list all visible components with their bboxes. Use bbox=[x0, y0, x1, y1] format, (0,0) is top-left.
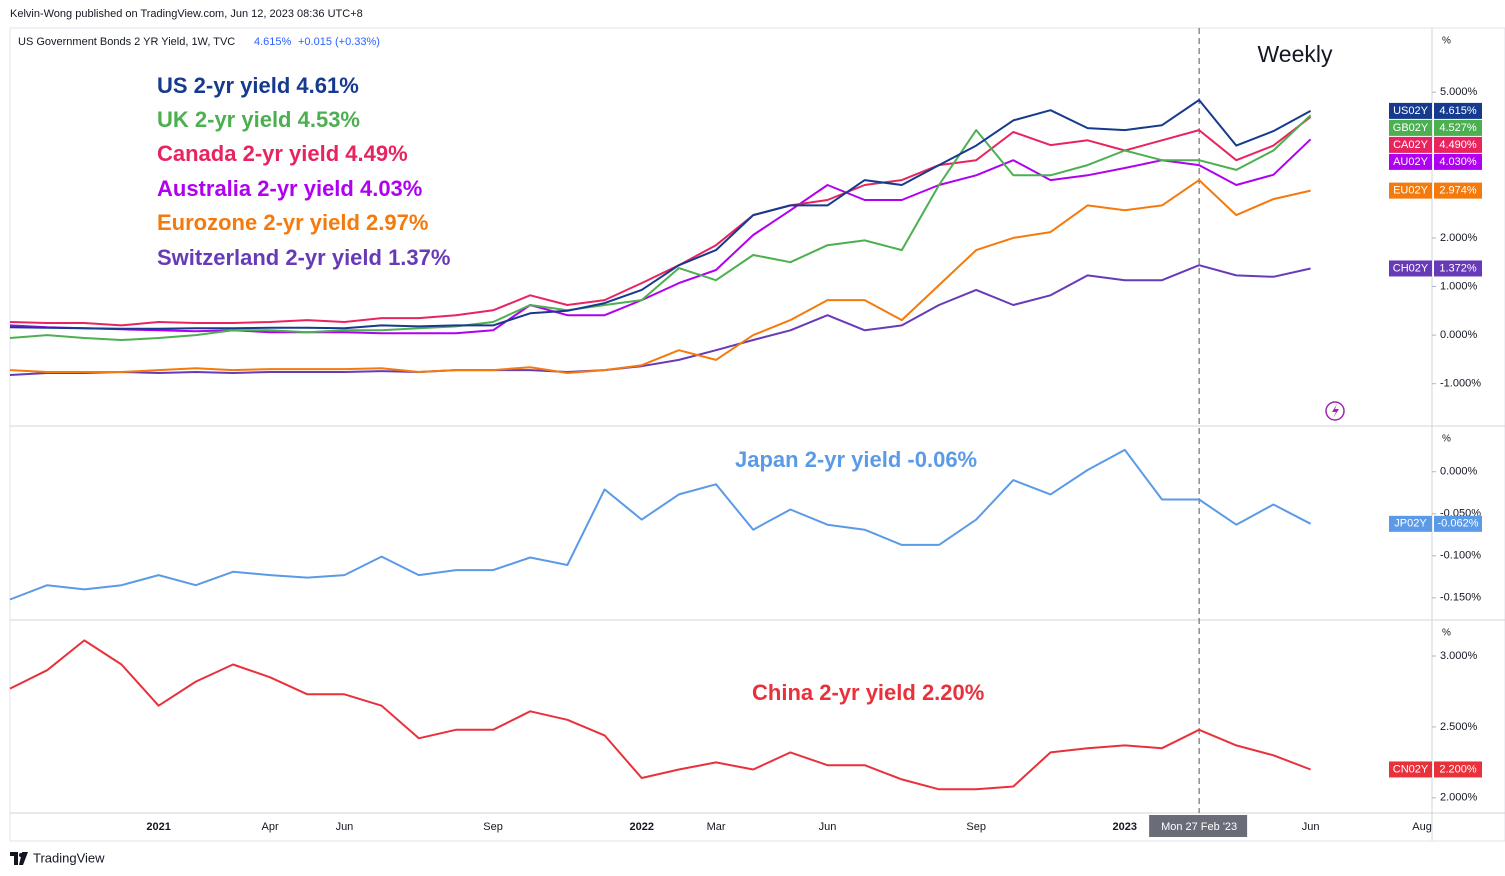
series-annotation: Japan 2-yr yield -0.06% bbox=[735, 447, 977, 472]
series-annotation: UK 2-yr yield 4.53% bbox=[157, 107, 360, 132]
tag-symbol: CA02Y bbox=[1393, 139, 1429, 151]
y-tick-label: -0.100% bbox=[1440, 550, 1481, 562]
tag-value: -0.062% bbox=[1438, 518, 1479, 530]
crosshair-label-box bbox=[1149, 815, 1248, 837]
alert-icon[interactable] bbox=[1325, 401, 1345, 421]
tag-symbol: CN02Y bbox=[1393, 763, 1429, 775]
y-tick-label: 0.000% bbox=[1440, 466, 1478, 478]
tag-symbol: EU02Y bbox=[1393, 185, 1429, 197]
unit-label: % bbox=[1442, 434, 1451, 445]
x-tick-label: Jun bbox=[819, 821, 837, 833]
tag-value-box bbox=[1434, 153, 1482, 170]
tag-value-box bbox=[1434, 119, 1482, 136]
y-tick-label: 2.000% bbox=[1440, 792, 1478, 804]
tag-symbol-box bbox=[1389, 515, 1432, 532]
x-tick-label: 2021 bbox=[146, 821, 170, 833]
symbol-legend: US Government Bonds 2 YR Yield, 1W, TVC bbox=[18, 36, 235, 48]
alert-circle bbox=[1325, 401, 1345, 421]
tag-symbol-box bbox=[1389, 153, 1432, 170]
series-annotation: Switzerland 2-yr yield 1.37% bbox=[157, 245, 450, 270]
logo-mark bbox=[10, 852, 28, 865]
y-tick-label: -0.150% bbox=[1440, 592, 1481, 604]
x-tick-label: Sep bbox=[483, 821, 503, 833]
series-line bbox=[9, 264, 1311, 376]
tag-symbol: CH02Y bbox=[1393, 262, 1429, 274]
unit-label: % bbox=[1442, 36, 1451, 47]
x-tick-label: Jun bbox=[336, 821, 354, 833]
tag-value: 4.527% bbox=[1439, 122, 1477, 134]
tag-value-box bbox=[1434, 260, 1482, 277]
legend-price: 4.615% bbox=[254, 36, 292, 48]
tag-symbol-box bbox=[1389, 182, 1432, 199]
tag-symbol-box bbox=[1389, 761, 1432, 778]
tag-value: 4.030% bbox=[1439, 156, 1477, 168]
x-tick-label: Apr bbox=[262, 821, 279, 833]
y-tick-label: 3.000% bbox=[1440, 650, 1478, 662]
series-line bbox=[9, 639, 1311, 791]
tag-symbol: JP02Y bbox=[1394, 518, 1427, 530]
series-line bbox=[9, 179, 1311, 374]
y-tick-label: 2.000% bbox=[1440, 232, 1478, 244]
timeframe: Weekly bbox=[1258, 41, 1333, 67]
series-line bbox=[9, 116, 1312, 327]
tag-symbol-box bbox=[1389, 136, 1432, 153]
series-line bbox=[9, 99, 1312, 330]
tag-value-box bbox=[1434, 761, 1482, 778]
alert-bolt bbox=[1332, 404, 1339, 418]
x-tick-label: Mar bbox=[707, 821, 726, 833]
tag-value: 4.615% bbox=[1439, 105, 1477, 117]
tag-value: 2.974% bbox=[1439, 185, 1477, 197]
tag-symbol: US02Y bbox=[1393, 105, 1429, 117]
series-line bbox=[9, 448, 1312, 601]
legend-change: +0.015 (+0.33%) bbox=[298, 36, 380, 48]
chart-frame bbox=[9, 27, 1505, 842]
y-tick-label: 2.500% bbox=[1440, 721, 1478, 733]
tag-value-box bbox=[1434, 182, 1482, 199]
tag-value: 1.372% bbox=[1439, 262, 1477, 274]
x-tick-label: Sep bbox=[966, 821, 986, 833]
x-tick-label: Aug bbox=[1412, 821, 1432, 833]
tag-symbol: GB02Y bbox=[1393, 122, 1429, 134]
tag-symbol-box bbox=[1389, 102, 1432, 119]
crosshair-label: Mon 27 Feb '23 bbox=[1161, 821, 1237, 833]
x-tick-label: Jun bbox=[1302, 821, 1320, 833]
tag-value-box bbox=[1434, 136, 1482, 153]
y-tick-label: 5.000% bbox=[1440, 86, 1478, 98]
series-annotation: Canada 2-yr yield 4.49% bbox=[157, 141, 408, 166]
tag-value: 2.200% bbox=[1439, 763, 1477, 775]
logo bbox=[10, 852, 28, 865]
brand: TradingView bbox=[33, 850, 105, 865]
series-annotation: Eurozone 2-yr yield 2.97% bbox=[157, 210, 428, 235]
tag-value-box bbox=[1434, 102, 1482, 119]
series-annotation: China 2-yr yield 2.20% bbox=[752, 680, 984, 705]
series-line bbox=[9, 114, 1312, 341]
tag-symbol-box bbox=[1389, 260, 1432, 277]
tag-value: 4.490% bbox=[1439, 139, 1477, 151]
tag-value-box bbox=[1434, 515, 1482, 532]
publisher: Kelvin-Wong published on TradingView.com… bbox=[10, 8, 363, 20]
unit-label: % bbox=[1442, 628, 1451, 639]
series-annotation: US 2-yr yield 4.61% bbox=[157, 73, 359, 98]
tag-symbol: AU02Y bbox=[1393, 156, 1429, 168]
y-tick-label: 1.000% bbox=[1440, 280, 1478, 292]
y-tick-label: 0.000% bbox=[1440, 329, 1478, 341]
x-tick-label: 2022 bbox=[629, 821, 653, 833]
tag-symbol-box bbox=[1389, 119, 1432, 136]
series-annotation: Australia 2-yr yield 4.03% bbox=[157, 176, 422, 201]
y-tick-label: -1.000% bbox=[1440, 378, 1481, 390]
x-tick-label: 2023 bbox=[1113, 821, 1137, 833]
logo-dot bbox=[19, 853, 23, 857]
